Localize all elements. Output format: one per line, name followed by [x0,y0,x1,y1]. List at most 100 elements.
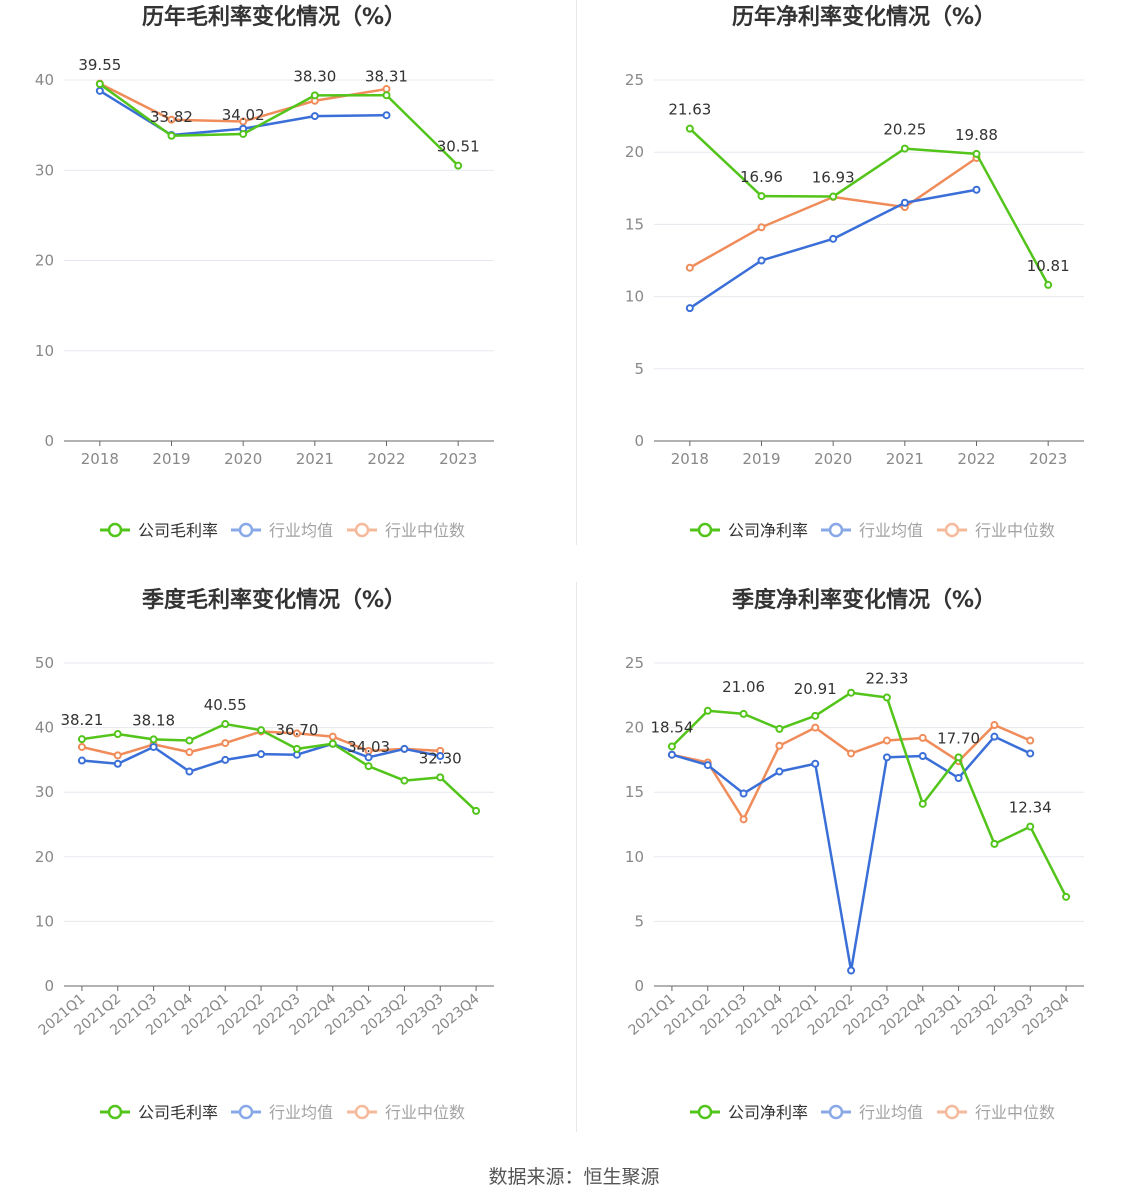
data-point [667,742,676,751]
data-label: 34.02 [222,106,265,124]
data-point [990,839,999,848]
vertical-divider-top [576,0,577,545]
y-tick-label: 10 [625,288,644,306]
legend-marker [107,1104,123,1120]
data-point [900,198,909,207]
data-point [185,767,194,776]
data-label: 38.21 [60,711,103,729]
data-point [775,741,784,750]
legend-marker [107,522,123,538]
data-label: 16.96 [740,168,783,186]
data-point [829,234,838,243]
chart-panel-4: 季度净利率变化情况（%）05101520252021Q12021Q22021Q3… [625,587,1084,1122]
y-tick-label: 25 [625,654,644,672]
data-point [847,749,856,758]
y-tick-label: 0 [634,432,644,450]
data-point [239,117,248,126]
series-line-0 [81,722,477,812]
data-point [811,759,820,768]
data-point [882,753,891,762]
series-line-0 [99,83,460,167]
data-point [436,752,445,761]
data-label: 17.70 [937,729,980,747]
y-tick-label: 15 [625,783,644,801]
data-point [757,256,766,265]
x-tick-label: 2019 [742,450,780,468]
x-tick-label: 2023 [439,450,477,468]
data-point [221,720,230,729]
x-tick-label: 2023 [1029,450,1067,468]
data-point [167,131,176,140]
chart-panel-1: 历年毛利率变化情况（%） 0 10 20 30 40 2018 2019 2020 2021 202… [35,4,494,540]
y-tick-label: 30 [35,161,54,179]
legend-marker [238,1104,254,1120]
x-tick-label: 2020 [224,450,262,468]
legend-label: 行业均值 [269,521,333,540]
series-line-1 [689,188,977,310]
legend-label: 行业均值 [859,1103,923,1122]
legend-label: 公司毛利率 [138,521,218,540]
legend-item-2: 行业中位数 [937,1103,1055,1122]
data-point [954,773,963,782]
data-point [918,799,927,808]
legend-item-2: 行业中位数 [347,1103,465,1122]
data-label: 20.25 [883,121,926,139]
legend-item-2: 行业中位数 [937,521,1055,540]
legend-label: 行业中位数 [975,521,1055,540]
legend-label: 行业中位数 [975,1103,1055,1122]
data-point [739,815,748,824]
legend-item-1: 行业均值 [821,521,923,540]
y-tick-label: 10 [35,342,54,360]
data-label: 38.31 [365,67,408,85]
legend-item-0: 公司净利率 [690,521,808,540]
y-tick-label: 25 [625,71,644,89]
data-label: 33.82 [150,108,193,126]
legend: 公司毛利率 行业均值 行业中位数 [100,1103,465,1122]
legend-item-1: 行业均值 [231,1103,333,1122]
data-point [185,736,194,745]
data-label: 12.34 [1009,799,1052,817]
data-point [685,124,694,133]
chart-title: 季度净利率变化情况（%） [732,587,996,613]
data-label: 21.63 [668,101,711,119]
data-label: 22.33 [865,669,908,687]
y-tick-label: 40 [35,71,54,89]
legend: 公司净利率 行业均值 行业中位数 [690,1103,1055,1122]
legend-label: 行业中位数 [385,1103,465,1122]
chart-title: 历年毛利率变化情况（%） [142,4,406,30]
data-label: 18.54 [650,718,693,736]
data-point [757,192,766,201]
data-label: 40.55 [204,696,247,714]
data-point [829,192,838,201]
chart-title: 季度毛利率变化情况（%） [142,587,406,613]
data-point [954,753,963,762]
data-point [364,753,373,762]
data-point [167,115,176,124]
data-label: 10.81 [1027,257,1070,275]
data-point [972,149,981,158]
data-point [185,748,194,757]
legend-marker [944,1104,960,1120]
data-point [382,85,391,94]
data-point [847,688,856,697]
y-tick-label: 15 [625,215,644,233]
legend-label: 行业中位数 [385,521,465,540]
data-label: 39.55 [78,56,121,74]
data-point [739,789,748,798]
data-point [918,733,927,742]
data-source-note: 数据来源：恒生聚源 [488,1166,660,1188]
data-point [811,723,820,732]
data-point [918,752,927,761]
y-tick-label: 30 [35,783,54,801]
y-tick-label: 5 [634,912,644,930]
y-tick-label: 10 [625,848,644,866]
data-point [400,744,409,753]
data-point [972,185,981,194]
data-point [113,751,122,760]
data-point [221,755,230,764]
chart-panel-2: 历年净利率变化情况（%） 0 5 10 15 20 25 2018 2019 2020 2021 20… [625,4,1084,540]
data-point [739,709,748,718]
data-point [757,223,766,232]
data-label: 21.06 [722,678,765,696]
